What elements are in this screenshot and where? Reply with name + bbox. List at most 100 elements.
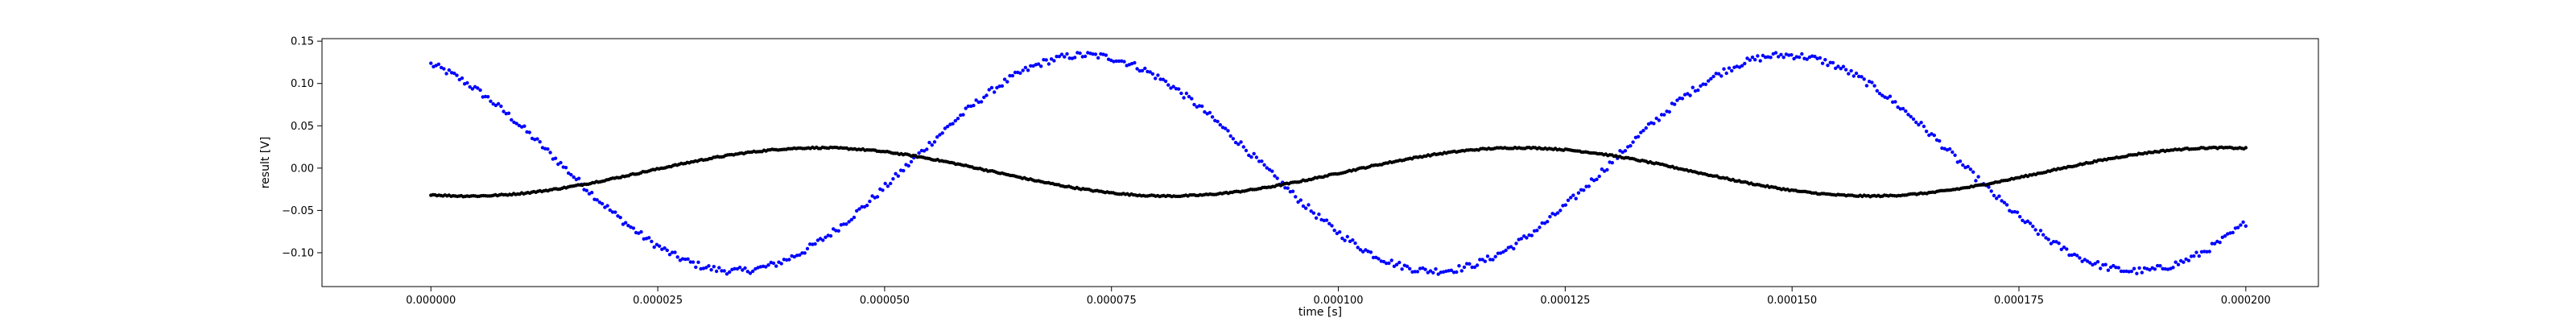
data-point <box>2210 242 2215 246</box>
data-point <box>828 233 833 238</box>
data-point <box>1815 56 1819 60</box>
data-point <box>997 85 1001 89</box>
data-point <box>1265 166 1269 170</box>
data-point <box>564 166 568 170</box>
data-point <box>886 184 890 188</box>
data-point <box>2067 253 2071 258</box>
data-point <box>2189 254 2194 258</box>
data-point <box>1787 53 1791 57</box>
data-point <box>1818 56 1823 60</box>
data-point <box>1805 57 1809 61</box>
data-point <box>927 140 931 145</box>
data-point <box>1290 189 1295 193</box>
data-point <box>906 163 910 168</box>
y-tick-label: 0.00 <box>291 163 314 175</box>
data-point <box>1338 230 1342 234</box>
data-point <box>1286 186 1290 190</box>
data-point <box>2021 218 2025 222</box>
data-point <box>1947 147 1952 151</box>
data-point <box>1542 221 1547 225</box>
data-point <box>1509 245 1513 249</box>
data-point <box>2085 259 2090 263</box>
data-point <box>1470 265 1474 270</box>
data-point <box>610 210 615 214</box>
data-point <box>2000 199 2004 203</box>
data-point <box>1104 53 1108 57</box>
data-point <box>717 266 721 270</box>
data-point <box>1166 83 1170 87</box>
data-point <box>2137 266 2141 270</box>
data-point <box>1415 270 1420 274</box>
data-point <box>1693 89 1698 93</box>
data-point <box>1703 82 1708 87</box>
data-point <box>2156 263 2160 268</box>
data-point <box>935 135 939 139</box>
data-point <box>600 201 605 206</box>
data-point <box>1707 79 1711 83</box>
data-point <box>1073 56 1077 60</box>
data-point <box>1046 62 1051 66</box>
data-point <box>1584 184 1588 188</box>
data-point <box>2158 264 2162 268</box>
data-point <box>1958 159 1963 163</box>
data-point <box>1137 68 1142 73</box>
data-point <box>1839 67 1843 71</box>
data-point <box>1143 66 1147 71</box>
data-point <box>1843 68 1848 72</box>
data-point <box>1496 251 1501 255</box>
data-point <box>1794 55 1798 59</box>
data-point <box>1600 167 1604 171</box>
data-point <box>2065 247 2069 251</box>
data-point <box>553 156 558 160</box>
data-point <box>1381 259 1386 264</box>
data-point <box>556 162 560 167</box>
data-point <box>2101 262 2105 267</box>
data-point <box>470 87 475 91</box>
data-point <box>2075 254 2079 258</box>
data-point <box>2194 250 2198 254</box>
data-point <box>595 198 599 202</box>
data-point <box>527 130 531 134</box>
data-point <box>1595 177 1599 181</box>
data-point <box>499 104 503 109</box>
data-point <box>821 238 825 242</box>
data-point <box>787 258 791 262</box>
data-point <box>1163 79 1168 84</box>
data-point <box>478 88 482 93</box>
data-point <box>650 239 654 244</box>
data-point <box>506 111 511 115</box>
data-point <box>1880 93 1885 97</box>
data-point <box>1174 87 1179 91</box>
data-point <box>1699 84 1703 89</box>
data-point <box>1330 224 1334 228</box>
data-point <box>987 88 991 92</box>
data-point <box>1864 84 1869 88</box>
data-point <box>1766 55 1770 59</box>
data-point <box>476 86 480 90</box>
data-point <box>522 124 526 128</box>
data-point <box>2199 250 2204 254</box>
data-point <box>673 250 677 254</box>
data-point <box>722 269 726 273</box>
data-point <box>995 85 999 90</box>
data-point <box>667 253 672 257</box>
data-point <box>808 242 812 246</box>
data-point <box>940 131 944 135</box>
data-point <box>647 236 651 240</box>
data-point <box>1387 261 1391 266</box>
data-point <box>496 101 501 106</box>
data-point <box>1005 80 1009 84</box>
data-point <box>2223 234 2227 238</box>
data-point <box>1724 71 1728 76</box>
data-point <box>1779 52 1783 57</box>
data-point <box>1525 236 1529 240</box>
data-point <box>1010 73 1015 78</box>
data-point <box>917 151 921 155</box>
data-point <box>1371 255 1376 260</box>
data-point <box>1730 68 1734 73</box>
data-point <box>2099 266 2103 270</box>
data-point <box>894 171 898 175</box>
data-point <box>1826 64 1830 68</box>
data-point <box>1992 193 1996 198</box>
